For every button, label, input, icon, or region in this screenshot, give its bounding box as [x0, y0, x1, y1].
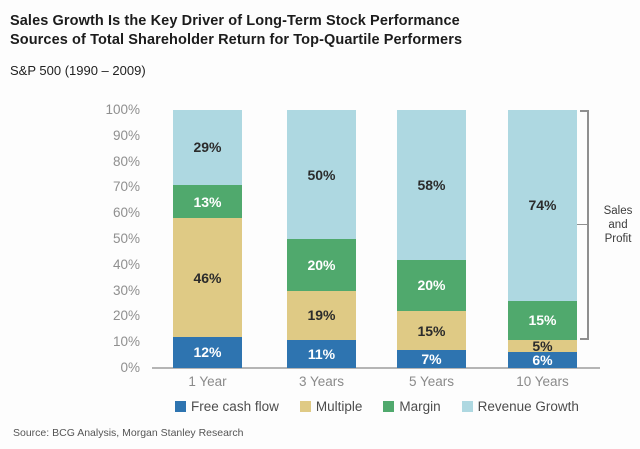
legend-item-free-cash-flow: Free cash flow — [175, 399, 279, 414]
segment-value-label: 15% — [417, 322, 446, 339]
y-axis-tick-label: 80% — [112, 153, 140, 169]
chart-title: Sales Growth Is the Key Driver of Long-T… — [10, 12, 462, 50]
y-axis-tick-label: 30% — [112, 282, 140, 298]
segment-value-label: 29% — [193, 139, 222, 156]
bar-segment-margin: 20% — [287, 239, 356, 291]
x-axis-category-label: 10 Years — [516, 374, 569, 389]
bracket-middle-tick — [577, 223, 587, 226]
title-line-1: Sales Growth Is the Key Driver of Long-T… — [10, 13, 460, 29]
legend-label: Revenue Growth — [477, 399, 579, 414]
bar-segment-revenue-growth: 29% — [173, 110, 242, 185]
segment-value-label: 50% — [307, 166, 336, 183]
annotation-line: Profit — [604, 232, 632, 245]
y-axis-tick-label: 50% — [112, 231, 140, 246]
bracket-vertical-line — [587, 110, 589, 340]
legend-color-chip — [299, 401, 311, 412]
stacked-bar-3-years: 50% 20% 19% 11% — [287, 110, 356, 368]
title-line-2: Sources of Total Shareholder Return for … — [10, 32, 463, 48]
y-axis-tick-label: 60% — [112, 205, 140, 221]
y-axis-tick-label: 90% — [112, 127, 140, 143]
stacked-bar-10-years: 74% 15% 5% 6% — [508, 110, 577, 368]
segment-value-label: 58% — [417, 176, 446, 193]
legend-item-revenue-growth: Revenue Growth — [461, 399, 579, 414]
bar-segment-multiple: 19% — [287, 290, 356, 340]
segment-value-label: 46% — [193, 269, 222, 286]
bar-segment-free-cash-flow: 11% — [287, 339, 356, 368]
segment-value-label: 19% — [307, 307, 336, 324]
segment-value-label: 7% — [421, 350, 442, 367]
x-axis-category-label: 5 Years — [408, 374, 455, 389]
bar-segment-free-cash-flow: 7% — [397, 349, 466, 368]
y-axis-tick-label: 10% — [112, 334, 140, 350]
x-axis-line — [152, 367, 600, 369]
segment-value-label: 12% — [193, 344, 222, 361]
legend: Free cash flow Multiple Margin Revenue Grow… — [152, 399, 602, 414]
bar-segment-multiple: 5% — [508, 338, 577, 355]
bar-segment-free-cash-flow: 6% — [508, 352, 577, 369]
bar-segment-multiple: 15% — [397, 311, 466, 350]
annotation-line: Sales — [603, 204, 633, 217]
segment-value-label: 6% — [532, 352, 553, 369]
segment-value-label: 5% — [532, 338, 553, 355]
legend-item-margin: Margin — [383, 399, 441, 414]
segment-value-label: 15% — [528, 312, 557, 329]
bar-segment-free-cash-flow: 12% — [173, 337, 242, 368]
legend-color-chip — [175, 401, 187, 412]
source-note: Source: BCG Analysis, Morgan Stanley Res… — [13, 427, 244, 439]
legend-label: Free cash flow — [191, 399, 279, 414]
y-axis-tick-label: 20% — [112, 308, 140, 324]
legend-color-chip — [461, 401, 473, 412]
y-axis-tick-label: 40% — [112, 256, 140, 272]
legend-item-multiple: Multiple — [299, 399, 363, 414]
bar-segment-margin: 15% — [508, 300, 577, 340]
bracket-annotation-label: Sales and Profit — [598, 204, 638, 246]
legend-label: Multiple — [315, 399, 363, 414]
bar-segment-revenue-growth: 58% — [397, 110, 466, 260]
bracket-bottom-hook — [580, 338, 588, 340]
x-axis-category-label: 1 Year — [188, 374, 227, 389]
bar-segment-revenue-growth: 50% — [287, 110, 356, 239]
segment-value-label: 11% — [307, 345, 336, 362]
y-axis-tick-label: 100% — [105, 102, 140, 117]
segment-value-label: 20% — [417, 277, 446, 294]
y-axis-tick-label: 70% — [112, 179, 140, 195]
stacked-bar-1-year: 29% 13% 46% 12% — [173, 110, 242, 368]
segment-value-label: 74% — [528, 197, 557, 214]
bracket-top-hook — [580, 110, 588, 112]
segment-value-label: 13% — [193, 193, 222, 210]
bar-segment-multiple: 46% — [173, 218, 242, 338]
legend-color-chip — [383, 401, 395, 412]
y-axis-tick-label: 0% — [120, 360, 140, 375]
bar-segment-revenue-growth: 74% — [508, 110, 577, 301]
chart-subtitle: S&P 500 (1990 – 2009) — [10, 63, 146, 78]
x-axis-category-label: 3 Years — [298, 374, 345, 389]
bar-segment-margin: 13% — [173, 184, 242, 219]
legend-label: Margin — [399, 399, 441, 414]
bar-segment-margin: 20% — [397, 259, 466, 312]
annotation-line: and — [608, 218, 628, 231]
segment-value-label: 20% — [307, 256, 336, 273]
stacked-bar-5-years: 58% 20% 15% 7% — [397, 110, 466, 368]
